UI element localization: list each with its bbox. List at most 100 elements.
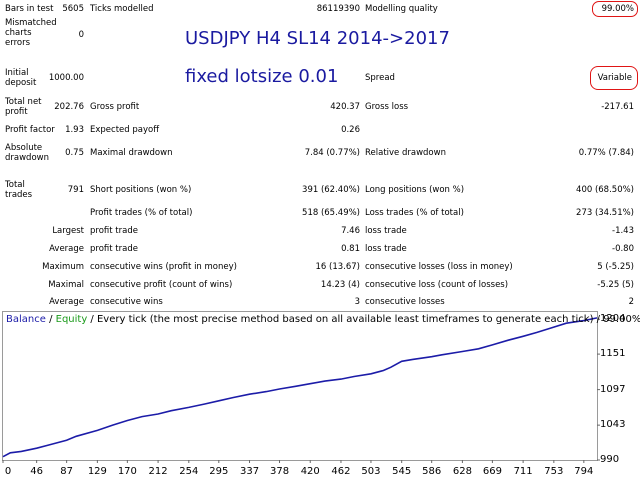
maximal-consecutive-profit-label: consecutive profit (count of wins) (90, 280, 233, 290)
maximal-consecutive-profit-value: 14.23 (4) (320, 280, 360, 290)
avg-consecutive-wins-value: 3 (354, 297, 360, 307)
average-profit-label: profit trade (90, 244, 138, 254)
largest-loss-label: loss trade (365, 226, 407, 236)
legend-equity: Equity (55, 314, 88, 325)
chart-legend: Balance / Equity / Every tick (the most … (6, 314, 640, 326)
long-positions-value: 400 (68.50%) (576, 185, 634, 195)
mismatched-label-3: errors (5, 38, 31, 48)
mismatched-value: 0 (78, 30, 84, 40)
x-tick-label: 337 (239, 466, 260, 477)
maximum-label: Maximum (42, 262, 84, 272)
mismatched-label-2: charts (5, 28, 32, 38)
total-net-profit-label-1: Total net (5, 97, 42, 107)
x-tick-label: 503 (361, 466, 381, 477)
ticks-modelled-label: Ticks modelled (90, 4, 154, 14)
largest-profit-value: 7.46 (341, 226, 360, 236)
long-positions-label: Long positions (won %) (365, 185, 465, 195)
total-trades-value: 791 (67, 185, 84, 195)
profit-trades-value: 518 (65.49%) (302, 208, 360, 218)
absolute-drawdown-label-2: drawdown (5, 153, 49, 163)
legend-description: / Every tick (the most precise method ba… (87, 314, 640, 325)
largest-profit-label: profit trade (90, 226, 138, 236)
x-tick-label: 794 (574, 466, 594, 477)
maximal-drawdown-label: Maximal drawdown (90, 148, 173, 158)
max-consecutive-wins-label: consecutive wins (profit in money) (90, 262, 237, 272)
y-tick-label: 990 (600, 454, 620, 465)
loss-trades-value: 273 (34.51%) (576, 208, 634, 218)
x-tick-label: 628 (452, 466, 472, 477)
average-consecutive-label: Average (49, 297, 84, 307)
spread-value: Variable (597, 73, 632, 83)
maximal-consecutive-loss-value: -5.25 (5) (597, 280, 634, 290)
average-label: Average (49, 244, 84, 254)
legend-sep: / (45, 314, 56, 325)
legend-balance: Balance (6, 314, 46, 325)
x-tick-label: 420 (300, 466, 320, 477)
maximal-consecutive-loss-label: consecutive loss (count of losses) (365, 280, 509, 290)
profit-factor-label: Profit factor (5, 125, 55, 135)
average-loss-value: -0.80 (612, 244, 634, 254)
x-tick-label: 586 (422, 466, 442, 477)
initial-deposit-label-1: Initial (5, 68, 29, 78)
expected-payoff-value: 0.26 (341, 125, 360, 135)
profit-trades-label: Profit trades (% of total) (90, 208, 193, 218)
report-subtitle: fixed lotsize 0.01 (185, 66, 339, 87)
x-tick-label: 212 (148, 466, 168, 477)
profit-factor-value: 1.93 (65, 125, 84, 135)
x-tick-label: 753 (544, 466, 564, 477)
balance-chart-frame (2, 311, 598, 461)
total-trades-label-2: trades (5, 190, 33, 200)
x-tick-label: 295 (209, 466, 229, 477)
bars-in-test-label: Bars in test (5, 4, 54, 14)
maximal-drawdown-value: 7.84 (0.77%) (304, 148, 360, 158)
x-tick-label: 545 (392, 466, 412, 477)
short-positions-label: Short positions (won %) (90, 185, 192, 195)
relative-drawdown-value: 0.77% (7.84) (578, 148, 634, 158)
x-tick-label: 170 (117, 466, 137, 477)
x-tick-label: 462 (331, 466, 351, 477)
y-tick-label: 1043 (600, 419, 626, 431)
ticks-modelled-value: 86119390 (316, 4, 360, 14)
loss-trades-label: Loss trades (% of total) (365, 208, 464, 218)
modelling-quality-value: 99.00% (601, 4, 634, 14)
x-tick-label: 711 (513, 466, 533, 477)
max-consecutive-losses-label: consecutive losses (loss in money) (365, 262, 513, 272)
gross-profit-label: Gross profit (90, 102, 140, 112)
avg-consecutive-losses-label: consecutive losses (365, 297, 445, 307)
spread-label: Spread (365, 73, 395, 83)
largest-loss-value: -1.43 (612, 226, 634, 236)
expected-payoff-label: Expected payoff (90, 125, 160, 135)
total-net-profit-label-2: profit (5, 107, 28, 117)
modelling-quality-label: Modelling quality (365, 4, 438, 14)
modelling-quality-highlight (592, 1, 638, 17)
x-tick-label: 254 (179, 466, 199, 477)
total-trades-label-1: Total (5, 180, 25, 190)
mismatched-label-1: Mismatched (5, 18, 57, 28)
average-profit-value: 0.81 (341, 244, 360, 254)
y-tick-label: 1151 (600, 348, 626, 360)
report-title: USDJPY H4 SL14 2014->2017 (185, 28, 450, 49)
gross-profit-value: 420.37 (330, 102, 360, 112)
spread-highlight (590, 66, 638, 90)
balance-series-line (2, 317, 598, 458)
gross-loss-label: Gross loss (365, 102, 409, 112)
gross-loss-value: -217.61 (601, 102, 634, 112)
max-consecutive-losses-value: 5 (-5.25) (597, 262, 634, 272)
avg-consecutive-losses-value: 2 (628, 297, 634, 307)
bars-in-test-value: 5605 (62, 4, 84, 14)
absolute-drawdown-label-1: Absolute (5, 143, 43, 153)
average-loss-label: loss trade (365, 244, 407, 254)
absolute-drawdown-value: 0.75 (65, 148, 84, 158)
x-tick-label: 46 (30, 466, 43, 477)
maximal-label: Maximal (48, 280, 84, 290)
y-tick-label: 1097 (600, 383, 626, 395)
initial-deposit-value: 1000.00 (48, 73, 84, 83)
x-tick-label: 669 (482, 466, 502, 477)
max-consecutive-wins-value: 16 (13.67) (315, 262, 360, 272)
x-tick-label: 129 (87, 466, 107, 477)
avg-consecutive-wins-label: consecutive wins (90, 297, 163, 307)
x-tick-label: 87 (60, 466, 73, 477)
short-positions-value: 391 (62.40%) (302, 185, 360, 195)
y-tick-label: 1204 (600, 313, 626, 325)
